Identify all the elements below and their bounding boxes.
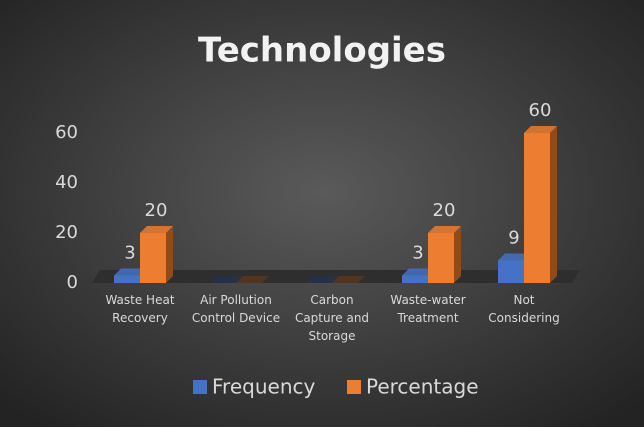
bar	[402, 275, 428, 283]
x-tick-label: Air Pollution Control Device	[191, 293, 281, 325]
bar-side	[166, 226, 173, 283]
data-label: 20	[433, 200, 456, 221]
legend-label: Percentage	[366, 375, 479, 399]
legend-swatch	[347, 380, 361, 394]
legend-label: Frequency	[212, 375, 315, 399]
bar-top	[524, 126, 557, 133]
data-label: 3	[412, 243, 423, 264]
bar-top	[140, 226, 173, 233]
legend-swatch	[193, 380, 207, 394]
bar-top	[498, 253, 531, 261]
bar-top	[114, 268, 147, 276]
data-label: 20	[145, 200, 168, 221]
data-label: 3	[124, 243, 135, 264]
bar	[428, 233, 454, 283]
bar-top	[402, 268, 435, 276]
data-label: 9	[508, 228, 519, 249]
data-label: 60	[529, 100, 552, 121]
bar-top	[236, 276, 269, 283]
bar-top	[306, 276, 339, 283]
x-tick-label: Waste Heat Recovery	[105, 293, 175, 325]
bar	[524, 133, 550, 283]
x-tick-label: Carbon Capture and Storage	[294, 293, 370, 343]
bar-top	[210, 276, 243, 283]
y-tick-label: 20	[55, 222, 78, 243]
bar-side	[550, 126, 557, 283]
chart-title: Technologies	[198, 31, 446, 71]
bar-top	[428, 226, 461, 233]
x-tick-label: Not Considering	[488, 293, 560, 325]
bar	[498, 260, 524, 283]
bar	[114, 275, 140, 283]
y-tick-label: 0	[67, 272, 78, 293]
y-tick-label: 40	[55, 172, 78, 193]
bar-side	[454, 226, 461, 283]
y-tick-label: 60	[55, 122, 78, 143]
x-tick-label: Waste-water Treatment	[390, 293, 466, 325]
bar-top	[332, 276, 365, 283]
bar	[140, 233, 166, 283]
